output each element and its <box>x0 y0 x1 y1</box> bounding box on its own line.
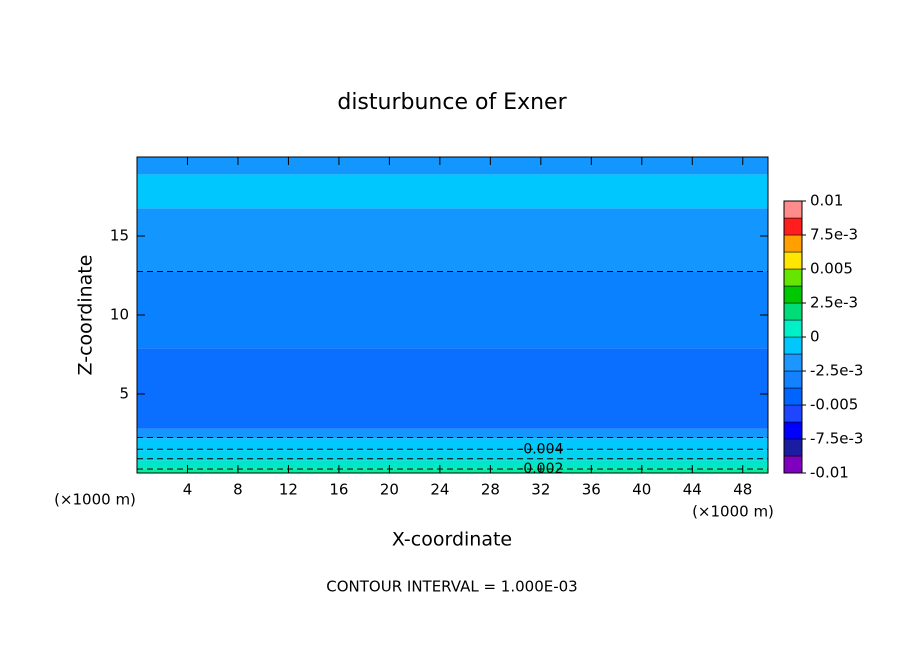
colorbar-swatch <box>783 285 803 304</box>
contour-region <box>137 348 768 429</box>
x-unit: (×1000 m) <box>54 491 136 509</box>
contour-region <box>137 460 768 469</box>
chart-title: disturbunce of Exner <box>337 90 567 115</box>
colorbar-label: 0 <box>810 328 820 346</box>
x-tick-label: 12 <box>279 481 298 499</box>
footer-note: CONTOUR INTERVAL = 1.000E-03 <box>326 578 577 596</box>
x-tick-label: 40 <box>632 481 651 499</box>
contour-region <box>137 468 768 473</box>
colorbar-swatch <box>783 404 803 423</box>
colorbar-swatch <box>783 455 803 474</box>
colorbar-swatch <box>783 200 803 219</box>
colorbar-swatch <box>783 302 803 321</box>
colorbar-label: -0.005 <box>810 396 858 414</box>
colorbar-swatch <box>783 438 803 457</box>
colorbar-swatch <box>783 319 803 338</box>
x-tick-label: 28 <box>481 481 500 499</box>
colorbar-label: -2.5e-3 <box>810 362 863 380</box>
x-tick-label: 24 <box>430 481 449 499</box>
y-tick-label: 15 <box>110 227 129 245</box>
colorbar-swatch <box>783 387 803 406</box>
x-tick-label: 36 <box>582 481 601 499</box>
colorbar-swatch <box>783 336 803 355</box>
x-unit: (×1000 m) <box>692 503 774 521</box>
contour-region <box>137 174 768 209</box>
x-tick-label: 8 <box>233 481 243 499</box>
y-tick-label: 5 <box>119 385 129 403</box>
contour-region <box>137 438 768 451</box>
y-tick-label: 10 <box>110 306 129 324</box>
colorbar-label: -0.01 <box>810 464 849 482</box>
colorbar-swatch <box>783 370 803 389</box>
contour-region <box>137 450 768 461</box>
colorbar-swatch <box>783 234 803 253</box>
x-tick-label: 4 <box>183 481 193 499</box>
x-axis-label: X-coordinate <box>392 529 512 551</box>
contour-region <box>137 157 768 175</box>
x-tick-label: 32 <box>531 481 550 499</box>
colorbar-swatch <box>783 268 803 287</box>
contour-region <box>137 208 768 272</box>
contour-region <box>137 271 768 349</box>
colorbar-swatch <box>783 353 803 372</box>
colorbar-label: 2.5e-3 <box>810 294 858 312</box>
colorbar-label: 0.005 <box>810 260 853 278</box>
colorbar-label: -7.5e-3 <box>810 430 863 448</box>
contour-label: -0.004 <box>518 441 563 457</box>
x-tick-label: 48 <box>733 481 752 499</box>
contour-region <box>137 428 768 439</box>
colorbar-swatch <box>783 251 803 270</box>
x-tick-label: 20 <box>380 481 399 499</box>
colorbar-swatch <box>783 421 803 440</box>
colorbar-label: 7.5e-3 <box>810 226 858 244</box>
colorbar-swatch <box>783 217 803 236</box>
y-axis-label: Z-coordinate <box>75 255 97 376</box>
x-tick-label: 44 <box>683 481 702 499</box>
x-tick-label: 16 <box>329 481 348 499</box>
colorbar-label: 0.01 <box>810 192 843 210</box>
